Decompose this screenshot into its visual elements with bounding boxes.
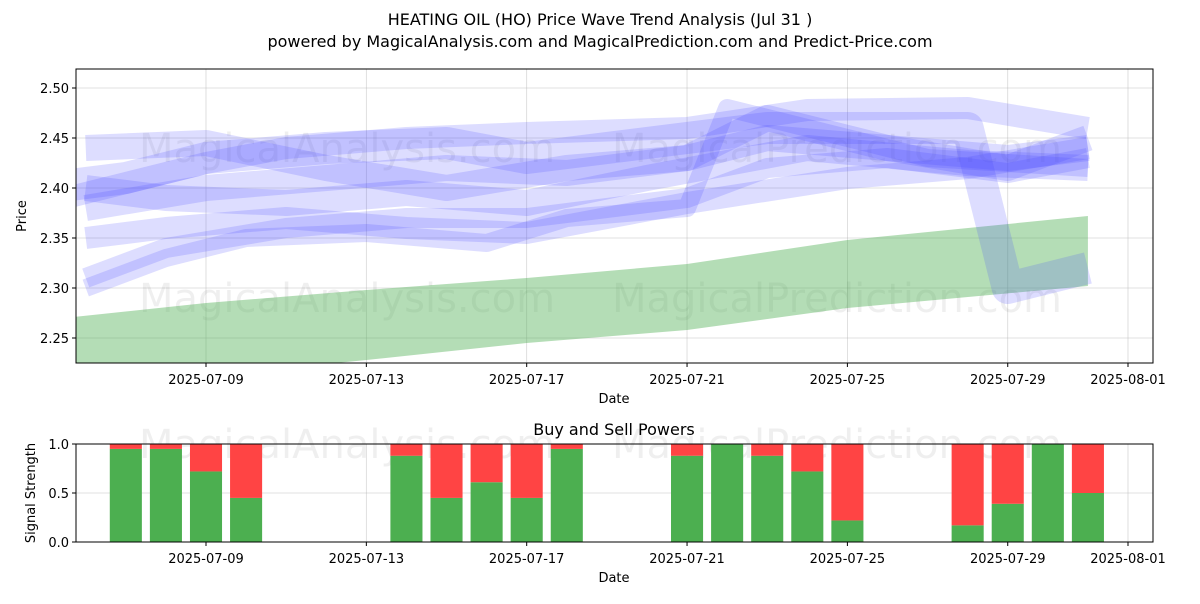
price-y-tick-label: 2.40 xyxy=(40,182,69,197)
signal-y-tick-label: 1.0 xyxy=(48,438,69,453)
price-panel: MagicalAnalysis.com MagicalPrediction.co… xyxy=(15,68,1166,407)
price-x-tick-label: 2025-08-01 xyxy=(1090,373,1166,388)
sell-bar xyxy=(430,444,463,498)
signal-x-tick-label: 2025-07-29 xyxy=(970,552,1046,567)
price-plot-area xyxy=(76,97,1093,363)
sell-bar xyxy=(109,444,142,449)
chart-subtitle: powered by MagicalAnalysis.com and Magic… xyxy=(267,32,932,51)
buy-bar xyxy=(470,482,503,542)
wave-band xyxy=(82,99,1089,297)
signal-y-ticks: 0.0 0.5 1.0 xyxy=(48,438,76,551)
price-x-tick-label: 2025-07-25 xyxy=(810,373,886,388)
buy-bar xyxy=(430,497,463,542)
wave-band xyxy=(82,148,1090,288)
price-x-tick-label: 2025-07-21 xyxy=(649,373,725,388)
sell-bar xyxy=(991,444,1024,504)
sell-bar xyxy=(149,444,182,449)
price-y-tick-label: 2.25 xyxy=(40,332,69,347)
wave-band xyxy=(85,105,1093,201)
chart-title: HEATING OIL (HO) Price Wave Trend Analys… xyxy=(388,10,813,29)
signal-y-tick-label: 0.0 xyxy=(48,536,69,551)
signal-x-tick-label: 2025-07-17 xyxy=(489,552,565,567)
buy-bar xyxy=(831,520,864,542)
price-x-tick-label: 2025-07-29 xyxy=(970,373,1046,388)
sell-bar xyxy=(470,444,503,483)
sell-bar xyxy=(510,444,543,498)
wave-band xyxy=(76,112,1092,304)
watermark-prediction: MagicalPrediction.com xyxy=(612,126,1062,172)
signal-y-tick-label: 0.5 xyxy=(48,487,69,502)
price-y-ticks: 2.25 2.30 2.35 2.40 2.45 2.50 xyxy=(40,82,76,347)
signal-x-tick-label: 2025-07-21 xyxy=(649,552,725,567)
signal-x-ticks: 2025-07-09 2025-07-13 2025-07-17 2025-07-21… xyxy=(168,542,1166,567)
signal-panel: Buy and Sell Powers MagicalAnalysis.com … xyxy=(24,420,1166,586)
sell-bar xyxy=(189,444,223,472)
sell-bar xyxy=(831,444,864,521)
signal-plot-area xyxy=(109,444,1104,542)
signal-y-axis-label: Signal Strength xyxy=(24,443,39,543)
price-x-ticks: 2025-07-09 2025-07-13 2025-07-17 2025-07-21… xyxy=(168,363,1166,388)
price-x-tick-label: 2025-07-09 xyxy=(168,373,244,388)
buy-bar xyxy=(671,455,704,542)
wave-band xyxy=(83,125,1090,221)
sell-bar xyxy=(1071,444,1104,493)
wave-band xyxy=(76,97,1090,207)
price-watermark: MagicalAnalysis.com MagicalPrediction.co… xyxy=(139,126,1062,322)
signal-x-tick-label: 2025-08-01 xyxy=(1090,552,1166,567)
signal-x-tick-label: 2025-07-25 xyxy=(810,552,886,567)
price-gridlines xyxy=(76,69,1153,363)
buy-bar xyxy=(751,455,784,542)
wave-band xyxy=(84,135,1089,216)
buy-bar xyxy=(390,455,423,542)
buy-bar xyxy=(951,525,984,542)
price-y-axis-label: Price xyxy=(15,200,30,232)
buy-bar xyxy=(230,497,263,542)
buy-bar xyxy=(189,471,223,542)
sell-bar xyxy=(230,444,263,498)
sell-bar xyxy=(671,444,704,456)
buy-bar xyxy=(550,448,583,542)
buy-bar xyxy=(149,448,182,542)
buy-bar xyxy=(109,448,142,542)
price-y-tick-label: 2.35 xyxy=(40,232,69,247)
buy-bar xyxy=(510,497,543,542)
price-axes-frame xyxy=(75,68,1154,364)
watermark-prediction: MagicalPrediction.com xyxy=(612,276,1062,322)
price-x-tick-label: 2025-07-17 xyxy=(489,373,565,388)
price-y-tick-label: 2.50 xyxy=(40,82,69,97)
signal-panel-title: Buy and Sell Powers xyxy=(533,420,695,439)
trend-band xyxy=(76,216,1088,363)
price-x-axis-label: Date xyxy=(598,392,629,407)
watermark-analysis: MagicalAnalysis.com xyxy=(139,126,555,172)
sell-bar xyxy=(550,444,583,449)
buy-bar xyxy=(791,471,824,542)
sell-bar xyxy=(791,444,824,472)
price-y-tick-label: 2.30 xyxy=(40,282,69,297)
signal-x-tick-label: 2025-07-13 xyxy=(329,552,405,567)
buy-bar xyxy=(991,503,1024,542)
buy-bar xyxy=(711,444,744,542)
sell-bar xyxy=(951,444,984,526)
sell-bar xyxy=(390,444,423,456)
price-x-tick-label: 2025-07-13 xyxy=(329,373,405,388)
price-y-tick-label: 2.45 xyxy=(40,132,69,147)
sell-bar xyxy=(751,444,784,456)
signal-x-axis-label: Date xyxy=(598,571,629,586)
buy-bar xyxy=(1031,444,1064,542)
wave-band xyxy=(84,137,1090,249)
signal-x-tick-label: 2025-07-09 xyxy=(168,552,244,567)
watermark-analysis: MagicalAnalysis.com xyxy=(139,276,555,322)
buy-bar xyxy=(1071,493,1104,542)
